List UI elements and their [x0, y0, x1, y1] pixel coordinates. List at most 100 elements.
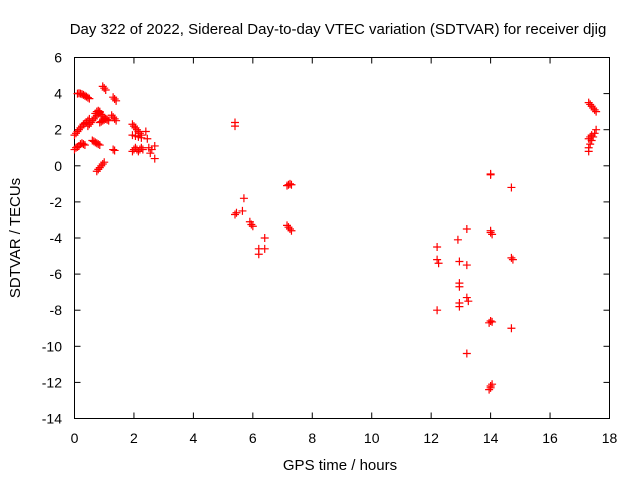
- y-tick-label: -14: [42, 411, 62, 427]
- data-point: [239, 194, 248, 203]
- x-tick-label: 12: [423, 430, 439, 446]
- x-axis-label: GPS time / hours: [283, 457, 397, 474]
- data-point: [486, 228, 495, 237]
- data-point: [462, 349, 471, 358]
- data-point: [260, 244, 269, 253]
- data-point: [455, 302, 464, 311]
- y-axis-label: SDTVAR / TECUs: [7, 178, 24, 298]
- data-point: [135, 129, 144, 138]
- axis-tick-labels: 0 2 4 6 8 10 12 14 16 18 -14 -12 -10 -8 -6 -4 -2 0 2 4 6: [42, 50, 618, 447]
- data-point: [590, 105, 599, 114]
- data-point: [110, 114, 119, 123]
- x-tick-label: 16: [542, 430, 558, 446]
- data-point: [462, 224, 471, 233]
- data-point: [232, 208, 241, 217]
- data-point: [143, 134, 152, 143]
- data-point: [112, 96, 121, 105]
- data-point: [100, 84, 109, 93]
- data-point: [488, 230, 497, 239]
- x-tick-label: 10: [364, 430, 380, 446]
- y-tick-label: -10: [42, 338, 62, 354]
- data-point: [110, 95, 119, 104]
- data-point: [462, 293, 471, 302]
- data-point: [101, 114, 110, 123]
- axis-ticks: [74, 57, 610, 419]
- x-tick-label: 2: [130, 430, 138, 446]
- data-point: [109, 145, 118, 154]
- data-point: [433, 243, 442, 252]
- data-point: [433, 306, 442, 315]
- data-point: [150, 141, 159, 150]
- data-point: [507, 183, 516, 192]
- y-tick-label: 4: [54, 86, 62, 102]
- data-point: [238, 206, 247, 215]
- data-point: [231, 210, 239, 219]
- plot-frame: [74, 57, 610, 419]
- data-point: [146, 149, 155, 158]
- data-point: [586, 132, 595, 141]
- data-point: [586, 140, 595, 149]
- y-tick-label: 2: [54, 122, 62, 138]
- y-tick-label: -6: [50, 266, 63, 282]
- data-point: [486, 382, 495, 391]
- data-point: [507, 324, 516, 333]
- y-tick-label: 6: [54, 50, 62, 66]
- data-point: [488, 380, 497, 389]
- data-point: [287, 180, 296, 189]
- data-point: [150, 154, 159, 163]
- data-point: [486, 317, 495, 326]
- data-point: [455, 282, 464, 291]
- data-point: [98, 159, 107, 168]
- data-point: [486, 170, 495, 179]
- data-point: [464, 297, 473, 306]
- data-point: [79, 140, 88, 149]
- data-point: [100, 115, 109, 124]
- data-point: [247, 220, 256, 229]
- data-point: [285, 224, 294, 233]
- x-tick-label: 6: [249, 430, 257, 446]
- data-point: [433, 255, 442, 264]
- data-point: [137, 143, 146, 152]
- data-point: [95, 141, 104, 150]
- data-point: [592, 125, 601, 134]
- y-tick-label: -2: [50, 194, 63, 210]
- data-point: [110, 146, 119, 155]
- data-point: [101, 85, 110, 94]
- data-point: [83, 93, 92, 102]
- y-tick-label: 0: [54, 158, 62, 174]
- data-point: [260, 234, 269, 242]
- x-tick-label: 18: [602, 430, 618, 446]
- data-point: [584, 143, 593, 152]
- data-point: [248, 222, 257, 231]
- data-point: [112, 116, 121, 125]
- data-point: [592, 107, 601, 116]
- data-point: [137, 133, 146, 142]
- chart-title: Day 322 of 2022, Sidereal Day-to-day VTE…: [70, 21, 607, 38]
- data-point: [587, 131, 596, 140]
- data-points: [70, 82, 601, 394]
- data-point: [434, 259, 443, 268]
- data-point: [485, 385, 494, 394]
- data-point: [80, 141, 89, 150]
- data-point: [507, 253, 516, 262]
- x-tick-label: 14: [483, 430, 499, 446]
- data-point: [455, 257, 464, 266]
- data-point: [85, 94, 94, 103]
- y-tick-label: -12: [42, 374, 62, 390]
- x-tick-label: 8: [308, 430, 316, 446]
- data-point: [100, 158, 109, 167]
- data-point: [138, 145, 147, 154]
- data-point: [453, 235, 462, 244]
- y-tick-label: -8: [50, 302, 63, 318]
- data-point: [254, 250, 263, 259]
- data-point: [141, 127, 150, 136]
- x-tick-label: 0: [71, 430, 79, 446]
- data-point: [508, 255, 517, 264]
- data-point: [488, 317, 497, 326]
- y-tick-label: -4: [50, 230, 63, 246]
- data-point: [94, 140, 103, 149]
- data-point: [287, 226, 296, 235]
- x-tick-label: 4: [189, 430, 197, 446]
- data-point: [285, 179, 294, 188]
